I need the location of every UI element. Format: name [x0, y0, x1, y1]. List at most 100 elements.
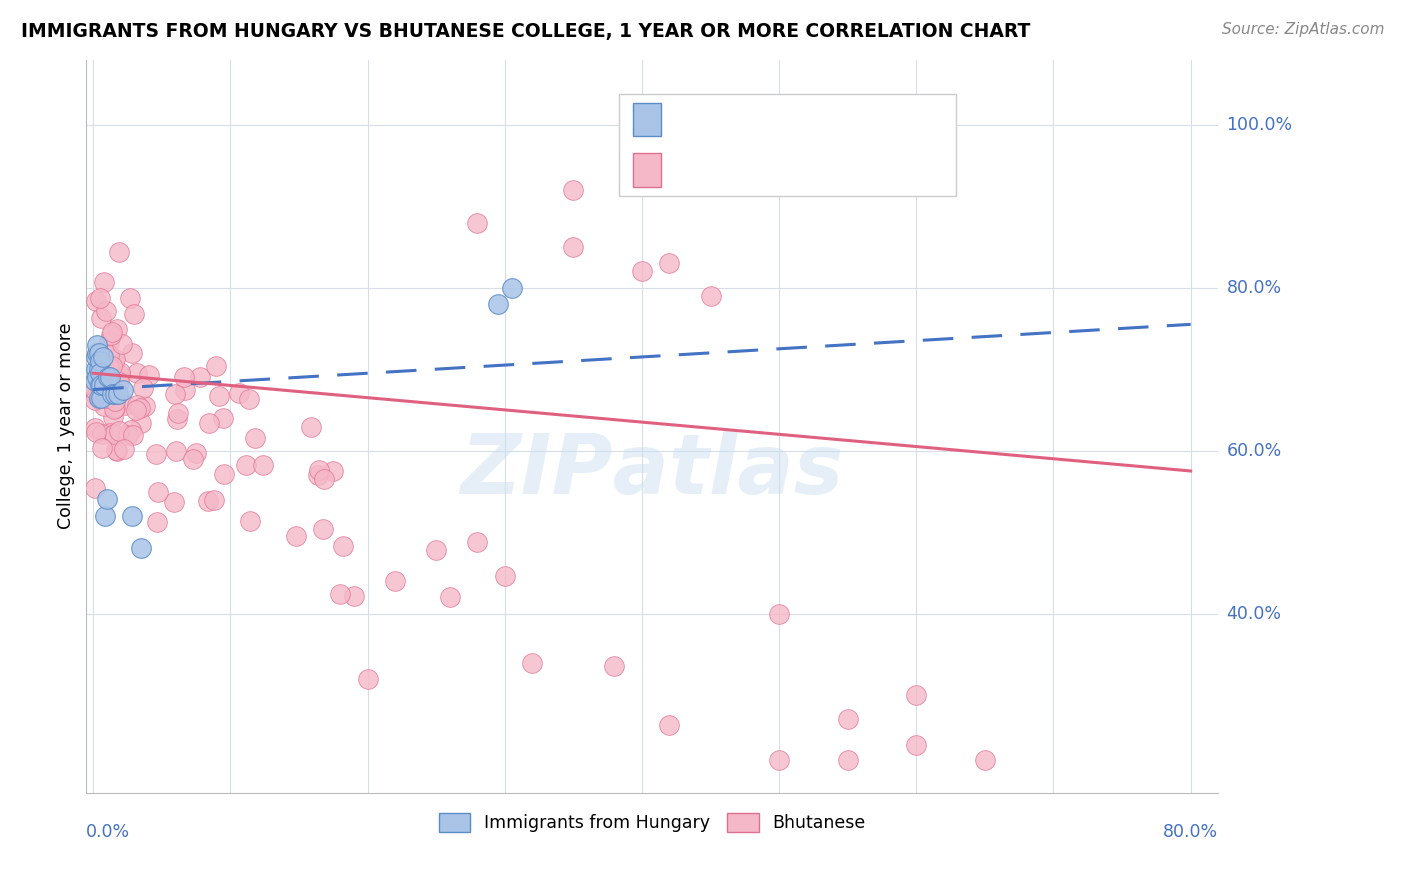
Point	[562, 240, 585, 254]
Point	[90, 310, 112, 325]
Point	[603, 659, 626, 673]
Point	[486, 297, 509, 311]
Point	[120, 423, 142, 437]
Point	[329, 587, 352, 601]
Point	[98, 334, 121, 349]
Point	[631, 264, 654, 278]
Point	[87, 346, 110, 360]
Text: 60.0%: 60.0%	[1226, 442, 1282, 459]
Point	[384, 574, 406, 588]
Text: IMMIGRANTS FROM HUNGARY VS BHUTANESE COLLEGE, 1 YEAR OR MORE CORRELATION CHART: IMMIGRANTS FROM HUNGARY VS BHUTANESE COL…	[21, 22, 1031, 41]
Point	[699, 289, 721, 303]
Point	[87, 391, 110, 405]
Point	[91, 442, 114, 456]
Point	[197, 416, 219, 430]
Point	[188, 370, 211, 384]
Point	[101, 359, 124, 373]
Point	[184, 446, 207, 460]
Point	[91, 350, 114, 364]
Point	[103, 426, 125, 441]
Point	[125, 398, 148, 412]
Point	[101, 409, 124, 424]
Point	[837, 753, 859, 767]
Point	[122, 307, 145, 321]
Point	[110, 365, 132, 379]
Text: 80.0%: 80.0%	[1226, 278, 1282, 297]
Point	[905, 688, 928, 702]
Text: R = -0.184   N = 117: R = -0.184 N = 117	[672, 161, 860, 179]
Legend: Immigrants from Hungary, Bhutanese: Immigrants from Hungary, Bhutanese	[432, 805, 873, 839]
Point	[96, 492, 118, 507]
Point	[90, 391, 112, 405]
Point	[98, 425, 121, 440]
Point	[239, 514, 262, 528]
Point	[118, 291, 141, 305]
Point	[174, 383, 197, 397]
Point	[146, 485, 169, 500]
Point	[973, 753, 995, 767]
Point	[112, 383, 135, 397]
Text: 0.0%: 0.0%	[86, 823, 131, 841]
Point	[111, 337, 134, 351]
Point	[307, 468, 329, 483]
Point	[208, 389, 231, 403]
Point	[129, 416, 152, 430]
Point	[308, 463, 330, 477]
Point	[86, 425, 108, 440]
Point	[905, 738, 928, 752]
Point	[114, 398, 136, 412]
Point	[562, 183, 585, 197]
Point	[89, 292, 111, 306]
Point	[166, 411, 188, 425]
Point	[84, 481, 107, 495]
Point	[243, 431, 266, 445]
Point	[89, 366, 111, 380]
Point	[94, 303, 117, 318]
Point	[285, 529, 308, 543]
Point	[107, 424, 129, 438]
Point	[104, 386, 127, 401]
Y-axis label: College, 1 year or more: College, 1 year or more	[58, 323, 75, 530]
Point	[228, 385, 250, 400]
Text: R =  0.041   N = 28: R = 0.041 N = 28	[672, 111, 848, 128]
Point	[103, 356, 125, 370]
Point	[87, 346, 110, 360]
Point	[84, 350, 107, 364]
Point	[202, 492, 225, 507]
Point	[98, 370, 121, 384]
Point	[127, 366, 149, 380]
Point	[103, 402, 125, 417]
Point	[425, 543, 447, 558]
Point	[107, 376, 129, 390]
Text: 80.0%: 80.0%	[1163, 823, 1218, 841]
Point	[252, 458, 274, 472]
Point	[138, 368, 160, 382]
Point	[197, 493, 219, 508]
Text: 40.0%: 40.0%	[1226, 605, 1281, 623]
Point	[121, 508, 143, 523]
Point	[83, 375, 105, 389]
Point	[97, 348, 120, 362]
Point	[173, 369, 195, 384]
Point	[520, 657, 543, 671]
Point	[768, 753, 790, 767]
Point	[146, 515, 169, 529]
Point	[101, 325, 124, 339]
Point	[134, 399, 156, 413]
Point	[465, 534, 488, 549]
Point	[84, 293, 107, 308]
Point	[494, 569, 516, 583]
Point	[97, 380, 120, 394]
Point	[97, 370, 120, 384]
Point	[104, 401, 127, 415]
Point	[145, 447, 167, 461]
Point	[91, 426, 114, 441]
Text: 100.0%: 100.0%	[1226, 116, 1292, 134]
Point	[299, 419, 322, 434]
Point	[465, 215, 488, 229]
Point	[356, 672, 378, 686]
Point	[87, 362, 110, 376]
Point	[312, 523, 335, 537]
Point	[89, 354, 111, 368]
Point	[83, 392, 105, 407]
